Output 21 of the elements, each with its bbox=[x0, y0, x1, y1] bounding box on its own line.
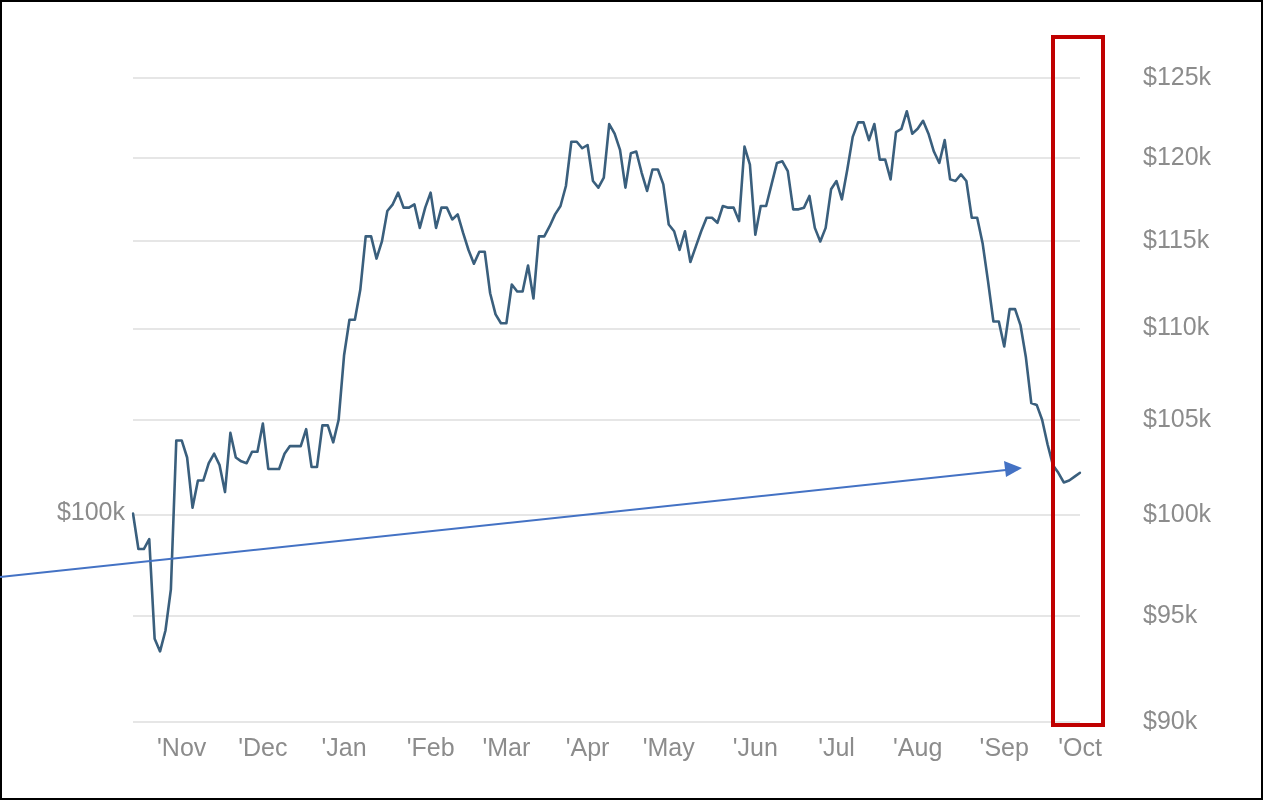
x-tick-label: 'Jan bbox=[321, 732, 367, 761]
x-tick-label: 'Jun bbox=[732, 732, 778, 761]
y-tick-label: $90k bbox=[1143, 705, 1198, 734]
x-tick-label: 'Mar bbox=[482, 732, 531, 761]
y-tick-label: $110k bbox=[1143, 312, 1210, 341]
y-tick-label: $105k bbox=[1143, 403, 1212, 432]
y-tick-label: $125k bbox=[1143, 61, 1212, 90]
x-tick-label: 'Nov bbox=[157, 732, 207, 761]
x-tick-label: 'Dec bbox=[238, 732, 288, 761]
x-tick-label: 'Apr bbox=[565, 732, 610, 761]
y-tick-label: $120k bbox=[1143, 141, 1212, 170]
text: $100k bbox=[56, 497, 126, 526]
y-tick-label: $100k bbox=[1143, 499, 1212, 528]
x-tick-label: 'Sep bbox=[979, 732, 1029, 761]
x-tick-label: 'May bbox=[642, 732, 696, 761]
x-tick-label: 'Aug bbox=[893, 732, 943, 761]
x-tick-label: 'Jul bbox=[818, 732, 855, 761]
y-tick-label: $95k bbox=[1143, 599, 1198, 628]
x-tick-label: 'Feb bbox=[406, 732, 455, 761]
x-tick-label: 'Oct bbox=[1058, 732, 1102, 761]
y-tick-label: $115k bbox=[1143, 225, 1210, 254]
